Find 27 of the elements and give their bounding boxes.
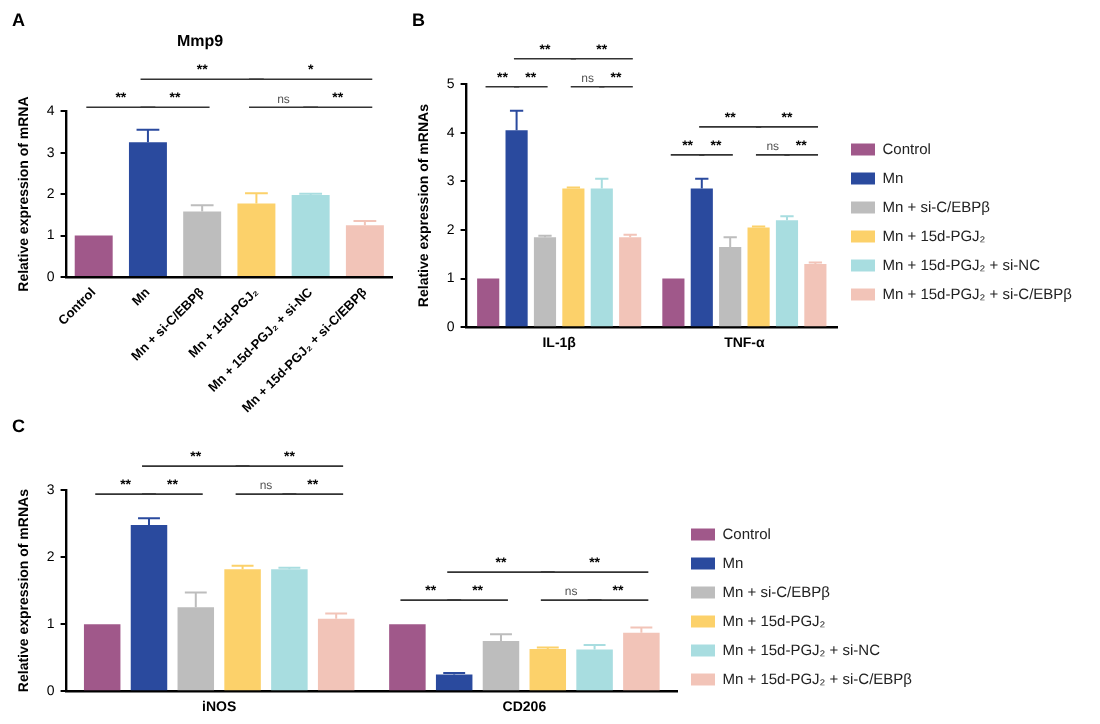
bar xyxy=(529,648,567,691)
bar xyxy=(345,225,384,276)
bar xyxy=(389,624,426,691)
bar xyxy=(271,569,308,691)
text: B xyxy=(412,9,426,30)
bar xyxy=(291,194,330,276)
bar xyxy=(482,640,520,691)
bar xyxy=(130,524,168,691)
bar xyxy=(317,618,355,691)
bar xyxy=(775,220,799,327)
text: A xyxy=(12,9,26,30)
bar xyxy=(224,569,261,691)
bar xyxy=(533,237,557,327)
bar xyxy=(619,237,642,327)
bar xyxy=(74,235,113,276)
bar xyxy=(477,278,500,327)
bar xyxy=(804,263,827,327)
bar xyxy=(576,649,613,691)
bar xyxy=(83,624,121,691)
chart-title: Mmp9 xyxy=(176,32,225,51)
bar xyxy=(183,211,222,276)
bar xyxy=(435,674,473,691)
bar xyxy=(747,227,770,327)
text: C xyxy=(12,415,26,436)
bar xyxy=(623,632,660,691)
bar xyxy=(662,278,685,327)
bar xyxy=(562,188,585,327)
